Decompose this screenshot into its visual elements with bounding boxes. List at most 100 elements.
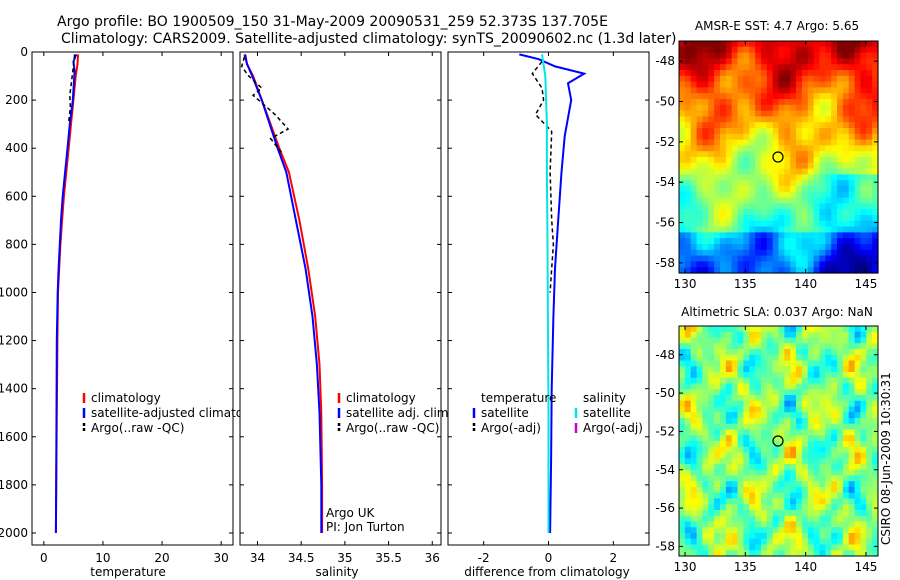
map-cell — [778, 99, 785, 106]
map-cell — [866, 133, 873, 141]
map-cell — [772, 533, 780, 540]
map-cell — [679, 116, 686, 123]
map-cell — [684, 487, 692, 494]
map-cell — [749, 41, 756, 48]
map-cell — [731, 255, 739, 262]
map-cell — [778, 162, 785, 170]
map-cell — [708, 521, 715, 528]
map-cell — [731, 81, 739, 88]
map-cell — [719, 209, 727, 216]
map-cell — [749, 360, 756, 367]
map-cell — [749, 244, 756, 251]
map-cell — [737, 249, 744, 257]
map-cell — [860, 464, 867, 471]
map-cell — [848, 521, 856, 528]
map-cell — [760, 139, 768, 146]
map-cell — [749, 487, 756, 494]
map-cell — [848, 354, 856, 362]
map-cell — [696, 110, 704, 117]
map-cell — [842, 337, 850, 344]
map-cell — [813, 487, 821, 494]
map-cell — [778, 180, 785, 187]
map-cell — [813, 452, 821, 459]
map-cell — [842, 498, 850, 505]
map-cell — [725, 209, 733, 216]
map-cell — [679, 122, 686, 129]
map-cell — [837, 469, 844, 477]
map-cell — [684, 349, 692, 356]
map-cell — [679, 383, 686, 390]
map-cell — [725, 510, 733, 517]
map-cell — [837, 441, 844, 448]
map-cell — [837, 492, 844, 500]
map-cell — [790, 244, 797, 251]
map-cell — [684, 406, 692, 413]
map-cell — [766, 186, 774, 193]
map-cell — [831, 337, 838, 344]
map-cell — [819, 504, 826, 511]
depth-tick-label: 1400 — [0, 382, 28, 396]
map-cell — [749, 429, 756, 436]
map-cell — [755, 452, 762, 459]
map-cell — [696, 209, 704, 216]
map-cell — [679, 93, 686, 100]
map-cell — [679, 498, 686, 505]
map-cell — [690, 249, 698, 257]
map-cell — [702, 521, 709, 528]
map-cell — [778, 492, 785, 500]
map-cell — [860, 469, 867, 477]
map-cell — [725, 550, 733, 557]
map-cell — [842, 400, 850, 408]
map-cell — [725, 162, 733, 170]
map-cell — [749, 383, 756, 390]
map-cell — [737, 93, 744, 100]
sla-map-panel: Altimetric SLA: 0.037 Argo: NaN 130 135 14… — [655, 305, 879, 574]
map-cell — [760, 475, 768, 482]
map-cell — [731, 412, 739, 419]
map-ytick-label: -50 — [655, 386, 675, 400]
difference-lines — [519, 53, 587, 534]
map-cell — [860, 395, 867, 402]
map-cell — [778, 550, 785, 557]
map-cell — [684, 360, 692, 367]
map-cell — [842, 326, 850, 333]
map-cell — [725, 197, 733, 204]
map-cell — [737, 395, 744, 402]
map-cell — [790, 510, 797, 517]
map-cell — [807, 510, 815, 517]
map-cell — [749, 122, 756, 129]
map-cell — [860, 128, 867, 135]
map-cell — [708, 203, 715, 210]
map-cell — [737, 162, 744, 170]
map-cell — [784, 550, 791, 557]
map-cell — [796, 498, 803, 505]
map-cell — [831, 244, 838, 251]
map-cell — [708, 151, 715, 158]
map-cell — [760, 441, 768, 448]
map-cell — [766, 366, 774, 373]
map-cell — [825, 372, 832, 379]
map-cell — [801, 331, 809, 339]
map-cell — [801, 180, 809, 187]
map-cell — [854, 145, 862, 152]
map-cell — [848, 360, 856, 367]
map-cell — [749, 354, 756, 362]
map-cell — [831, 481, 838, 488]
map-cell — [755, 389, 762, 396]
map-cell — [790, 349, 797, 356]
map-cell — [866, 238, 873, 245]
map-cell — [743, 343, 750, 350]
map-cell — [690, 395, 698, 402]
map-cell — [679, 168, 686, 175]
map-cell — [784, 41, 791, 48]
map-cell — [848, 191, 856, 199]
map-cell — [714, 366, 721, 373]
map-cell — [743, 458, 750, 465]
map-cell — [743, 249, 750, 257]
map-cell — [708, 492, 715, 500]
map-cell — [801, 527, 809, 534]
map-cell — [825, 521, 832, 528]
map-cell — [690, 70, 698, 77]
map-cell — [743, 168, 750, 175]
map-cell — [860, 110, 867, 117]
